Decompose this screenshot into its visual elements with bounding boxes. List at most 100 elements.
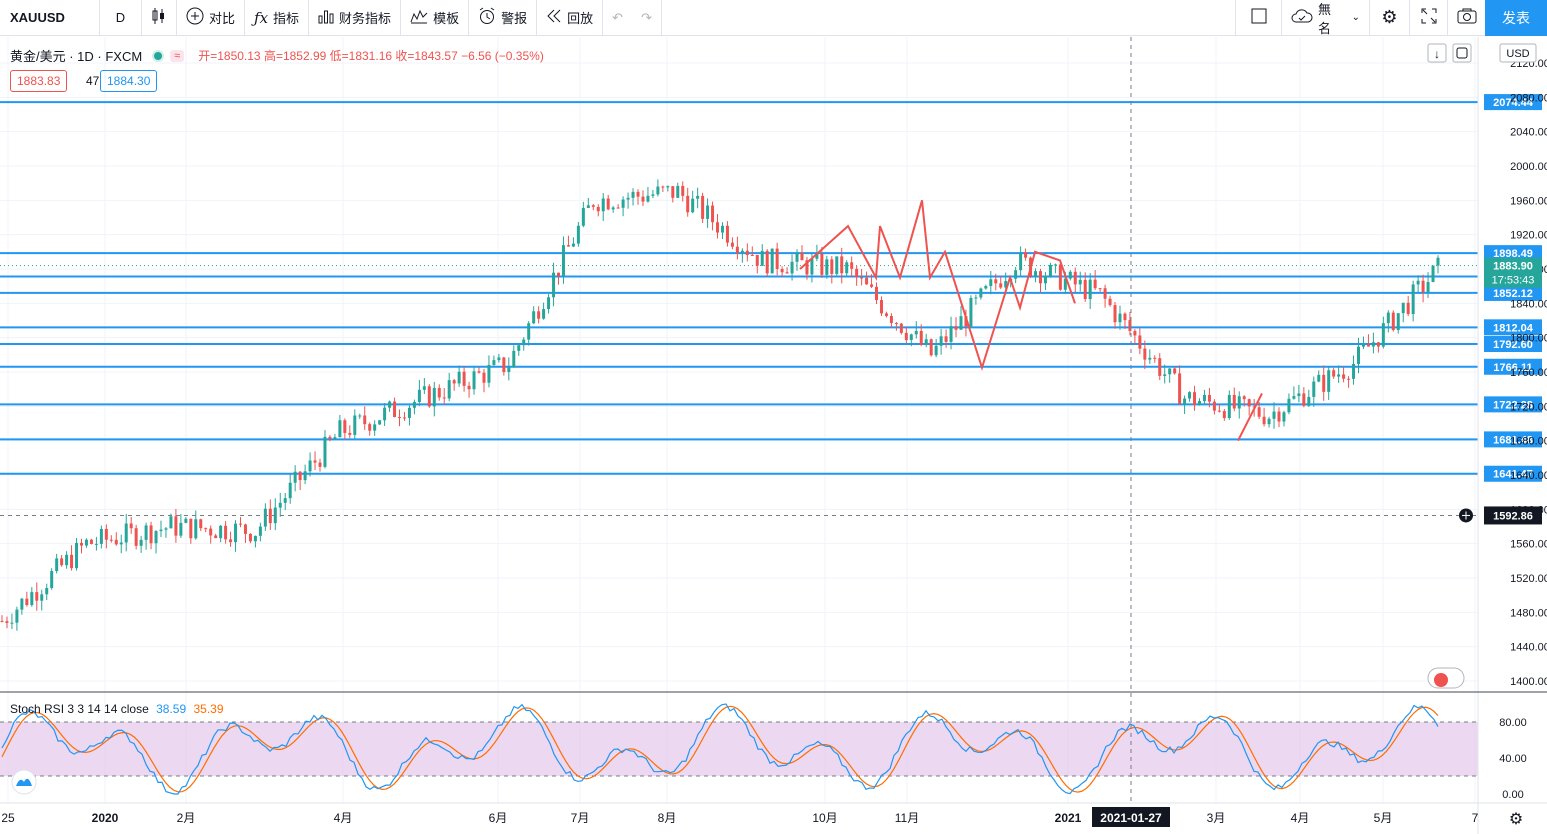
- candle-body: [755, 255, 759, 266]
- time-tick-label: 5月: [1374, 811, 1393, 825]
- level-label-bg: [1484, 465, 1542, 482]
- candle-body: [1391, 312, 1395, 331]
- candle-body: [184, 518, 188, 523]
- interval-button[interactable]: D: [100, 0, 142, 36]
- redo-button[interactable]: ↷: [632, 0, 662, 36]
- stoch-rsi-pane: [0, 703, 1478, 795]
- candle-body: [1083, 279, 1087, 300]
- candle-body: [70, 554, 74, 569]
- layout-button[interactable]: [1235, 0, 1281, 36]
- candle-body: [547, 297, 551, 310]
- time-tick-label: 7月: [571, 811, 590, 825]
- candle-body: [1148, 357, 1152, 360]
- publish-button[interactable]: 发表: [1485, 0, 1547, 36]
- candle-body: [1038, 271, 1042, 284]
- candle-body: [934, 345, 938, 356]
- candle-body: [487, 364, 491, 383]
- series-title[interactable]: 黄金/美元 · 1D · FXCM: [10, 49, 143, 64]
- snapshot-button[interactable]: [1447, 0, 1485, 36]
- candle-body: [1173, 368, 1177, 374]
- candle-body: [1386, 312, 1390, 324]
- fullscreen-button[interactable]: [1409, 0, 1447, 36]
- compare-button[interactable]: 对比: [177, 0, 246, 36]
- candle-body: [457, 371, 461, 384]
- financials-button[interactable]: 财务指标: [309, 0, 402, 36]
- candle-body: [1088, 279, 1092, 300]
- stoch-d-value: 35.39: [193, 702, 224, 716]
- candle-body: [1257, 407, 1261, 417]
- zigzag-line: [799, 200, 1076, 372]
- undo-icon: ↶: [612, 9, 624, 25]
- candle-body: [1272, 411, 1276, 419]
- camera-icon: [1457, 8, 1477, 27]
- ask-price[interactable]: 1884.30: [100, 70, 158, 92]
- stoch-title[interactable]: Stoch RSI 3 3 14 14 close: [10, 702, 149, 716]
- time-tick-label: 7: [1472, 811, 1479, 825]
- time-tick-label: 4月: [1291, 811, 1310, 825]
- price-tick-label: 2000.00: [1510, 161, 1547, 173]
- price-tick-label: 1960.00: [1510, 195, 1547, 207]
- candle-body: [552, 272, 556, 298]
- candle-body: [899, 323, 903, 333]
- level-label: 1641.47: [1493, 469, 1533, 481]
- candle-body: [999, 283, 1003, 288]
- level-label-bg: [1484, 431, 1542, 448]
- chevron-down-icon: ⌄: [1351, 12, 1360, 23]
- candle-body: [865, 277, 869, 285]
- chart-canvas[interactable]: 2074.441898.491871.261852.121812.041792.…: [0, 37, 1547, 834]
- undo-button[interactable]: ↶: [603, 0, 632, 36]
- templates-button[interactable]: 模板: [401, 0, 470, 36]
- candle-body: [393, 401, 397, 417]
- candle-body: [25, 598, 29, 606]
- candle-body: [353, 415, 357, 435]
- time-tick-label: 11月: [895, 811, 919, 825]
- candle-body: [904, 332, 908, 341]
- candles-icon: [151, 7, 167, 29]
- candle-body: [189, 518, 193, 539]
- candle-body: [1098, 288, 1102, 290]
- candle-body: [860, 277, 864, 279]
- candle-body: [989, 279, 993, 287]
- grid: [0, 37, 1478, 803]
- candle-body: [621, 199, 625, 208]
- symbol-search[interactable]: XAUUSD: [0, 0, 100, 36]
- candle-body: [1401, 302, 1405, 314]
- candle-body: [1128, 320, 1132, 331]
- indicators-button[interactable]: ƒx 指标: [245, 0, 310, 36]
- chart-type-button[interactable]: [142, 0, 177, 36]
- settings-button[interactable]: ⚙: [1369, 0, 1409, 36]
- candle-body: [119, 542, 123, 545]
- candle-body: [1421, 280, 1425, 293]
- candle-body: [840, 256, 844, 274]
- candle-body: [373, 424, 377, 431]
- time-tick-label: 2020: [92, 811, 119, 825]
- gear-icon: ⚙: [1509, 811, 1523, 828]
- stoch-tick-label: 0.00: [1502, 789, 1523, 801]
- candle-body: [1058, 264, 1062, 290]
- redo-icon: ↷: [641, 9, 652, 25]
- candle-body: [65, 554, 69, 566]
- price-tick-label: 2080.00: [1510, 92, 1547, 104]
- level-label-bg: [1484, 245, 1542, 262]
- function-icon: ƒx: [254, 8, 269, 27]
- candle-body: [740, 250, 744, 253]
- candle-body: [1143, 348, 1147, 360]
- time-tick-label: 4月: [334, 811, 353, 825]
- candle-body: [398, 416, 402, 418]
- save-layout-button[interactable]: 無名 ⌄: [1281, 0, 1369, 36]
- bid-price[interactable]: 1883.83: [10, 70, 68, 92]
- candle-body: [1317, 374, 1321, 382]
- candle-body: [104, 528, 108, 540]
- candle-body: [1242, 396, 1246, 400]
- replay-button[interactable]: 回放: [537, 0, 604, 36]
- level-label-bg: [1484, 396, 1542, 413]
- candle-body: [219, 525, 223, 539]
- candle-body: [542, 309, 546, 319]
- alert-button[interactable]: 警报: [469, 0, 538, 36]
- candle-body: [894, 323, 898, 325]
- candle-body: [1093, 279, 1097, 289]
- candle-body: [298, 471, 302, 481]
- candle-body: [1431, 265, 1435, 282]
- candle-body: [472, 371, 476, 390]
- candle-body: [378, 420, 382, 425]
